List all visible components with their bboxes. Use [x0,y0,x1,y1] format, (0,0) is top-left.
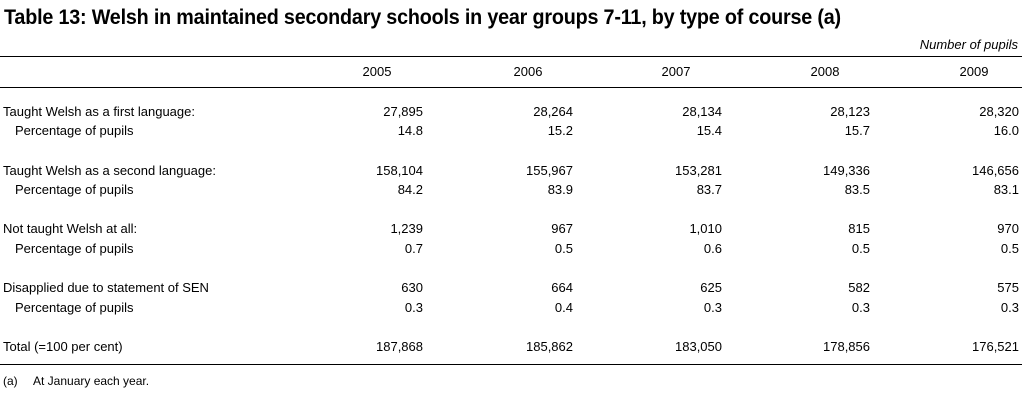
row-label: Percentage of pupils [15,241,134,256]
year-header: 2008 [810,64,840,79]
cell-value: 575 [997,280,1019,295]
year-header: 2009 [959,64,989,79]
row-label: Not taught Welsh at all: [3,221,138,236]
cell-value: 815 [848,221,870,236]
cell-value: 1,010 [689,221,722,236]
row-label: Total (=100 per cent) [3,339,123,354]
row-label: Percentage of pupils [15,123,134,138]
cell-value: 28,320 [979,104,1019,119]
cell-value: 0.3 [404,300,423,315]
cell-value: 28,123 [830,104,870,119]
table-row: Percentage of pupils 0.7 0.5 0.6 0.5 0.5 [0,241,1032,259]
cell-value: 187,868 [376,339,423,354]
cell-value: 83.7 [696,182,722,197]
cell-value: 155,967 [526,163,573,178]
cell-value: 1,239 [390,221,423,236]
cell-value: 28,264 [533,104,573,119]
cell-value: 178,856 [823,339,870,354]
cell-value: 83.9 [547,182,573,197]
cell-value: 83.1 [993,182,1019,197]
cell-value: 582 [848,280,870,295]
cell-value: 0.3 [851,300,870,315]
footnote-mark: (a) [3,374,18,388]
table-row: Disapplied due to statement of SEN 630 6… [0,280,1032,298]
cell-value: 0.5 [851,241,870,256]
cell-value: 0.4 [554,300,573,315]
cell-value: 664 [551,280,573,295]
cell-value: 14.8 [397,123,423,138]
table-row: Percentage of pupils 0.3 0.4 0.3 0.3 0.3 [0,300,1032,318]
cell-value: 15.2 [547,123,573,138]
cell-value: 27,895 [383,104,423,119]
cell-value: 28,134 [682,104,722,119]
table-row: Not taught Welsh at all: 1,239 967 1,010… [0,221,1032,239]
cell-value: 967 [551,221,573,236]
units-note: Number of pupils [919,37,1018,52]
cell-value: 0.5 [1000,241,1019,256]
cell-value: 15.4 [696,123,722,138]
cell-value: 0.6 [703,241,722,256]
bottom-rule [0,364,1022,365]
cell-value: 16.0 [993,123,1019,138]
row-label: Percentage of pupils [15,300,134,315]
cell-value: 176,521 [972,339,1019,354]
table-row: Taught Welsh as a second language: 158,1… [0,163,1032,181]
cell-value: 146,656 [972,163,1019,178]
cell-value: 625 [700,280,722,295]
cell-value: 84.2 [397,182,423,197]
table-row: Percentage of pupils 84.2 83.9 83.7 83.5… [0,182,1032,200]
cell-value: 0.3 [703,300,722,315]
cell-value: 185,862 [526,339,573,354]
table-row-total: Total (=100 per cent) 187,868 185,862 18… [0,339,1032,357]
row-label: Percentage of pupils [15,182,134,197]
cell-value: 158,104 [376,163,423,178]
cell-value: 630 [401,280,423,295]
header-rule [0,87,1022,88]
row-label: Disapplied due to statement of SEN [3,280,209,295]
cell-value: 0.5 [554,241,573,256]
table-row: Percentage of pupils 14.8 15.2 15.4 15.7… [0,123,1032,141]
cell-value: 0.7 [404,241,423,256]
cell-value: 149,336 [823,163,870,178]
cell-value: 83.5 [844,182,870,197]
footnote-text: At January each year. [33,374,150,388]
year-header: 2007 [661,64,691,79]
cell-value: 970 [997,221,1019,236]
year-header: 2006 [513,64,543,79]
cell-value: 0.3 [1000,300,1019,315]
cell-value: 15.7 [844,123,870,138]
top-rule [0,56,1022,57]
cell-value: 153,281 [675,163,722,178]
cell-value: 183,050 [675,339,722,354]
table-title: Table 13: Welsh in maintained secondary … [4,6,841,29]
row-label: Taught Welsh as a first language: [3,104,195,119]
footnote: (a) At January each year. [3,374,149,388]
table-row: Taught Welsh as a first language: 27,895… [0,104,1032,122]
year-header: 2005 [362,64,392,79]
row-label: Taught Welsh as a second language: [3,163,216,178]
